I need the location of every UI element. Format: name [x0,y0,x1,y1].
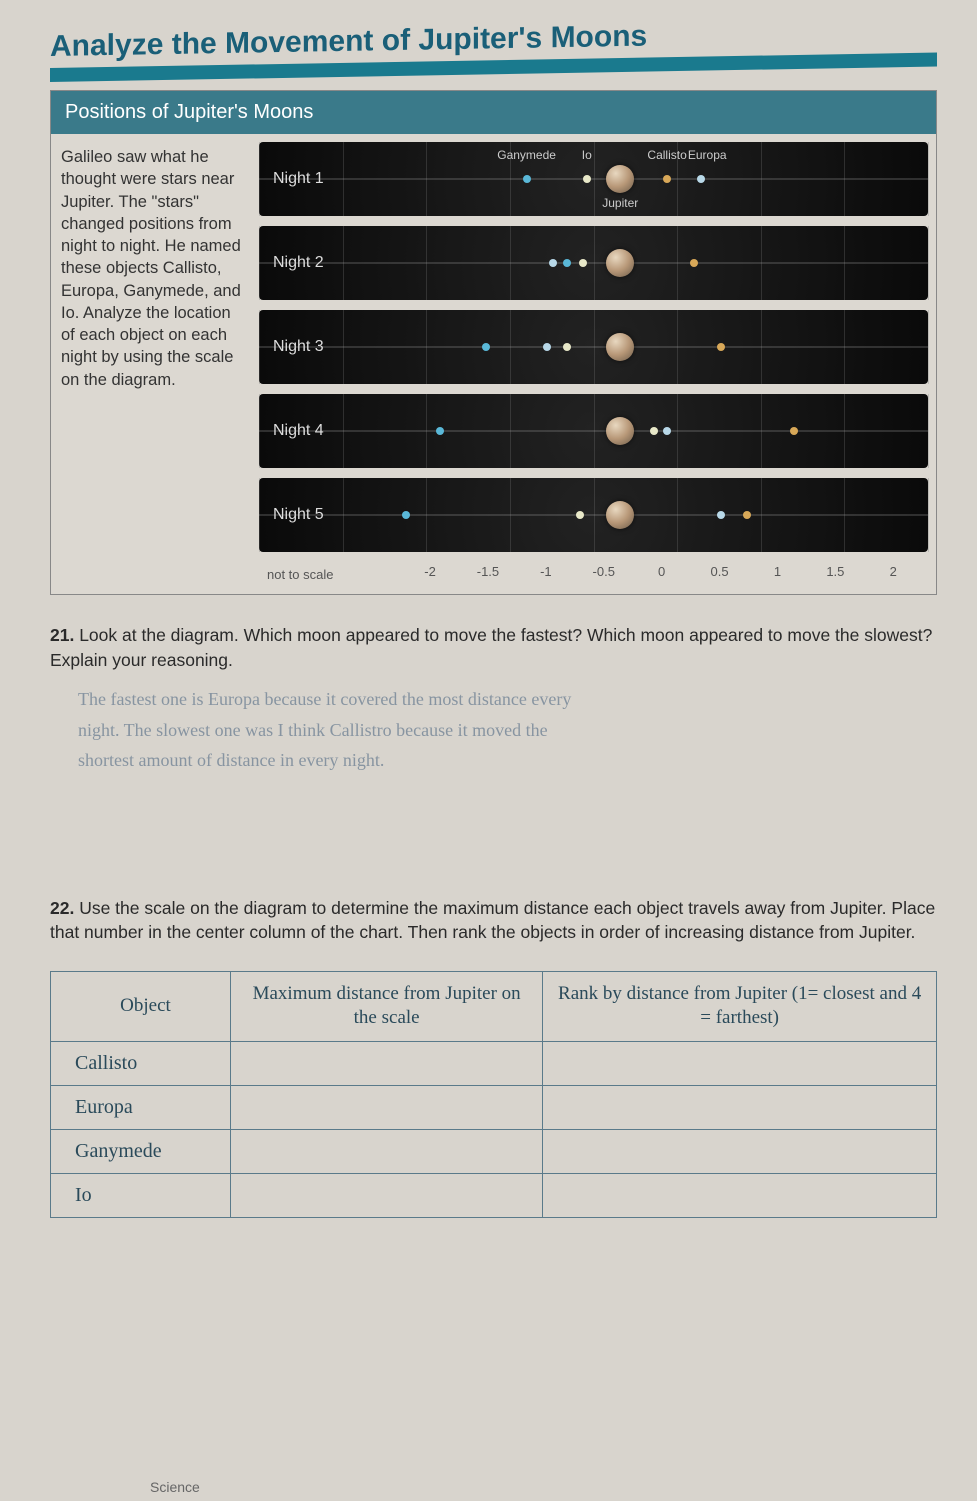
night-label: Night 1 [273,170,324,188]
moon-caption: Europa [688,148,727,162]
nights-chart: Night 1GanymedeIoCallistoEuropaJupiterNi… [259,142,928,586]
moon-caption: Callisto [647,148,686,162]
io-moon [576,511,584,519]
scale-row: not to scale -2 -1.5 -1 -0.5 0 0.5 1 1.5 2 [259,562,928,586]
io-moon [583,175,591,183]
question-22: 22. Use the scale on the diagram to dete… [50,896,937,945]
handwritten-line: The fastest one is Europa because it cov… [78,684,937,715]
night-row: Night 3 [259,310,928,384]
panel-header: Positions of Jupiter's Moons [51,91,936,134]
scale-tick: -0.5 [593,564,615,579]
scale-label: not to scale [259,567,349,582]
night-label: Night 2 [273,254,324,272]
io-moon [563,343,571,351]
europa-moon [697,175,705,183]
scale-tick: -2 [424,564,436,579]
q21-number: 21. [50,625,74,645]
night-label: Night 4 [273,422,324,440]
jupiter-icon [606,333,634,361]
q21-answer: The fastest one is Europa because it cov… [50,684,937,776]
page-title: Analyze the Movement of Jupiter's Moons [50,15,937,82]
q22-text: Use the scale on the diagram to determin… [50,898,935,943]
distance-cell[interactable] [231,1130,543,1174]
rank-cell[interactable] [543,1130,937,1174]
night-row: Night 1 Ganymede Io CallistoEuropa Jupiter [259,142,928,216]
jupiter-icon [606,501,634,529]
scale-tick: 2 [890,564,897,579]
rank-cell[interactable] [543,1042,937,1086]
jupiter-icon [606,249,634,277]
distance-cell[interactable] [231,1086,543,1130]
jupiter-icon [606,417,634,445]
object-cell: Europa [51,1086,231,1130]
question-21: 21. Look at the diagram. Which moon appe… [50,623,937,776]
night-row: Night 4 [259,394,928,468]
ganymede-moon [563,259,571,267]
distance-cell[interactable] [231,1042,543,1086]
night-label: Night 5 [273,506,324,524]
table-row: Ganymede [51,1130,937,1174]
night-row: Night 2 [259,226,928,300]
europa-moon [663,427,671,435]
handwritten-line: shortest amount of distance in every nig… [78,745,937,776]
night-label: Night 3 [273,338,324,356]
scale-tick: -1.5 [477,564,499,579]
callisto-moon [690,259,698,267]
scale-tick: 0 [658,564,665,579]
ganymede-moon [436,427,444,435]
distance-cell[interactable] [231,1174,543,1218]
ganymede-moon [402,511,410,519]
footer-text: Science [150,1479,200,1495]
moon-caption: Io [582,148,592,162]
night-row: Night 5 [259,478,928,552]
table-header-cell: Rank by distance from Jupiter (1= closes… [543,971,937,1041]
callisto-moon [743,511,751,519]
callisto-moon [663,175,671,183]
rank-cell[interactable] [543,1174,937,1218]
europa-moon [717,511,725,519]
q21-text: Look at the diagram. Which moon appeared… [50,625,932,670]
table-row: Io [51,1174,937,1218]
table-row: Callisto [51,1042,937,1086]
ganymede-moon [482,343,490,351]
scale-tick: -1 [540,564,552,579]
io-moon [650,427,658,435]
q22-number: 22. [50,898,74,918]
panel-description: Galileo saw what he thought were stars n… [59,142,249,586]
table-header-cell: Maximum distance from Jupiter on the sca… [231,971,543,1041]
scale-tick: 1.5 [826,564,844,579]
callisto-moon [790,427,798,435]
object-cell: Ganymede [51,1130,231,1174]
jupiter-caption: Jupiter [602,196,638,210]
ganymede-moon [523,175,531,183]
object-cell: Io [51,1174,231,1218]
object-cell: Callisto [51,1042,231,1086]
scale-tick: 1 [774,564,781,579]
io-moon [579,259,587,267]
scale-tick: 0.5 [711,564,729,579]
rank-cell[interactable] [543,1086,937,1130]
callisto-moon [717,343,725,351]
table-header-cell: Object [51,971,231,1041]
jupiter-icon [606,165,634,193]
table-row: Europa [51,1086,937,1130]
handwritten-line: night. The slowest one was I think Calli… [78,715,937,746]
moon-caption: Ganymede [497,148,556,162]
answer-table: ObjectMaximum distance from Jupiter on t… [50,971,937,1218]
europa-moon [549,259,557,267]
europa-moon [543,343,551,351]
moons-panel: Positions of Jupiter's Moons Galileo saw… [50,90,937,595]
